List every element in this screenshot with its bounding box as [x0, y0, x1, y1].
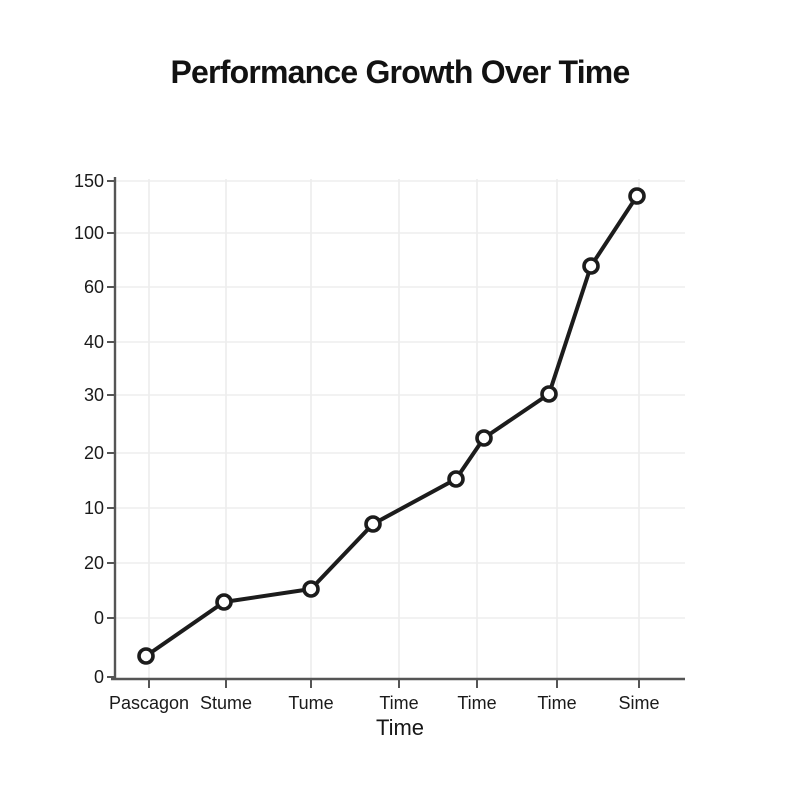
y-tick-label: 20: [83, 553, 104, 573]
y-tick-label: 0: [93, 667, 104, 687]
data-point: [215, 593, 233, 611]
y-tick-label: 40: [83, 332, 104, 352]
data-point: [364, 515, 382, 533]
data-point: [137, 647, 155, 665]
x-tick-label: Time: [457, 693, 497, 713]
x-tick-label: Time: [537, 693, 577, 713]
x-axis-title: Time: [375, 715, 425, 740]
data-point: [302, 580, 320, 598]
y-tick-label: 30: [83, 385, 104, 405]
x-tick-label: Stume: [199, 693, 253, 713]
data-point: [628, 187, 646, 205]
y-tick-label: 60: [83, 277, 104, 297]
x-tick-label: Sime: [618, 693, 660, 713]
data-point: [540, 385, 558, 403]
y-tick-label: 100: [73, 223, 104, 243]
data-point: [475, 429, 493, 447]
x-tick-label: Tume: [288, 693, 334, 713]
chart-title: Performance Growth Over Time: [170, 54, 631, 90]
y-tick-label: 150: [73, 171, 104, 191]
x-tick-label: Pascagon: [108, 693, 190, 713]
data-point: [582, 257, 600, 275]
y-tick-label: 20: [83, 443, 104, 463]
y-tick-label: 10: [83, 498, 104, 518]
data-line: [144, 194, 639, 658]
x-tick-label: Time: [379, 693, 419, 713]
data-point: [447, 470, 465, 488]
y-tick-label: 0: [93, 608, 104, 628]
